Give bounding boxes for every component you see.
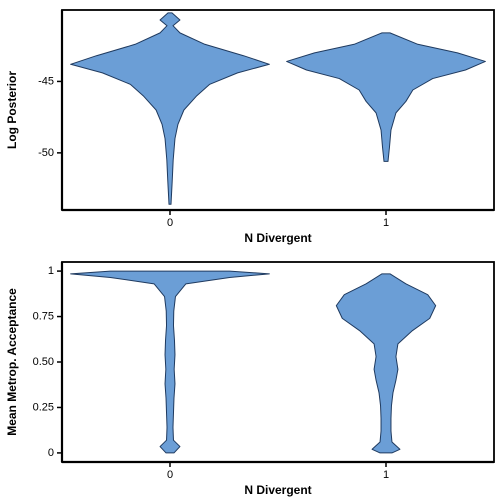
panel-border bbox=[62, 262, 494, 462]
chart-mean-metrop-acceptance: 0 0.25 0.50 0.75 1 0 1 Mean Metrop. Acceptance N… bbox=[0, 252, 504, 504]
y-axis-label: Mean Metrop. Acceptance bbox=[5, 288, 19, 436]
x-axis-label: N Divergent bbox=[244, 231, 311, 245]
y-tick-label: 0.75 bbox=[33, 310, 54, 322]
x-tick-label: 1 bbox=[383, 469, 389, 481]
figure: -45 -50 0 1 Log Posterior N Divergent 0 0.25 0.… bbox=[0, 0, 504, 504]
chart-log-posterior: -45 -50 0 1 Log Posterior N Divergent bbox=[0, 0, 504, 252]
y-tick-label: 1 bbox=[48, 265, 54, 277]
x-tick-label: 1 bbox=[383, 217, 389, 229]
violin-0 bbox=[71, 13, 270, 204]
violin-0 bbox=[71, 271, 270, 453]
panel-mean-metrop-acceptance: 0 0.25 0.50 0.75 1 0 1 Mean Metrop. Acceptance N… bbox=[0, 252, 504, 504]
x-axis-label: N Divergent bbox=[244, 483, 311, 497]
y-tick-label: 0 bbox=[48, 447, 54, 459]
x-tick-label: 0 bbox=[167, 469, 173, 481]
violin-1 bbox=[287, 33, 486, 162]
y-tick-label: -50 bbox=[38, 147, 54, 159]
y-tick-label: -45 bbox=[38, 75, 54, 87]
y-axis-label: Log Posterior bbox=[5, 71, 19, 149]
y-tick-label: 0.50 bbox=[33, 356, 54, 368]
panel-border bbox=[62, 10, 494, 210]
panel-log-posterior: -45 -50 0 1 Log Posterior N Divergent bbox=[0, 0, 504, 252]
x-tick-label: 0 bbox=[167, 217, 173, 229]
y-tick-label: 0.25 bbox=[33, 401, 54, 413]
violin-1 bbox=[336, 274, 435, 453]
